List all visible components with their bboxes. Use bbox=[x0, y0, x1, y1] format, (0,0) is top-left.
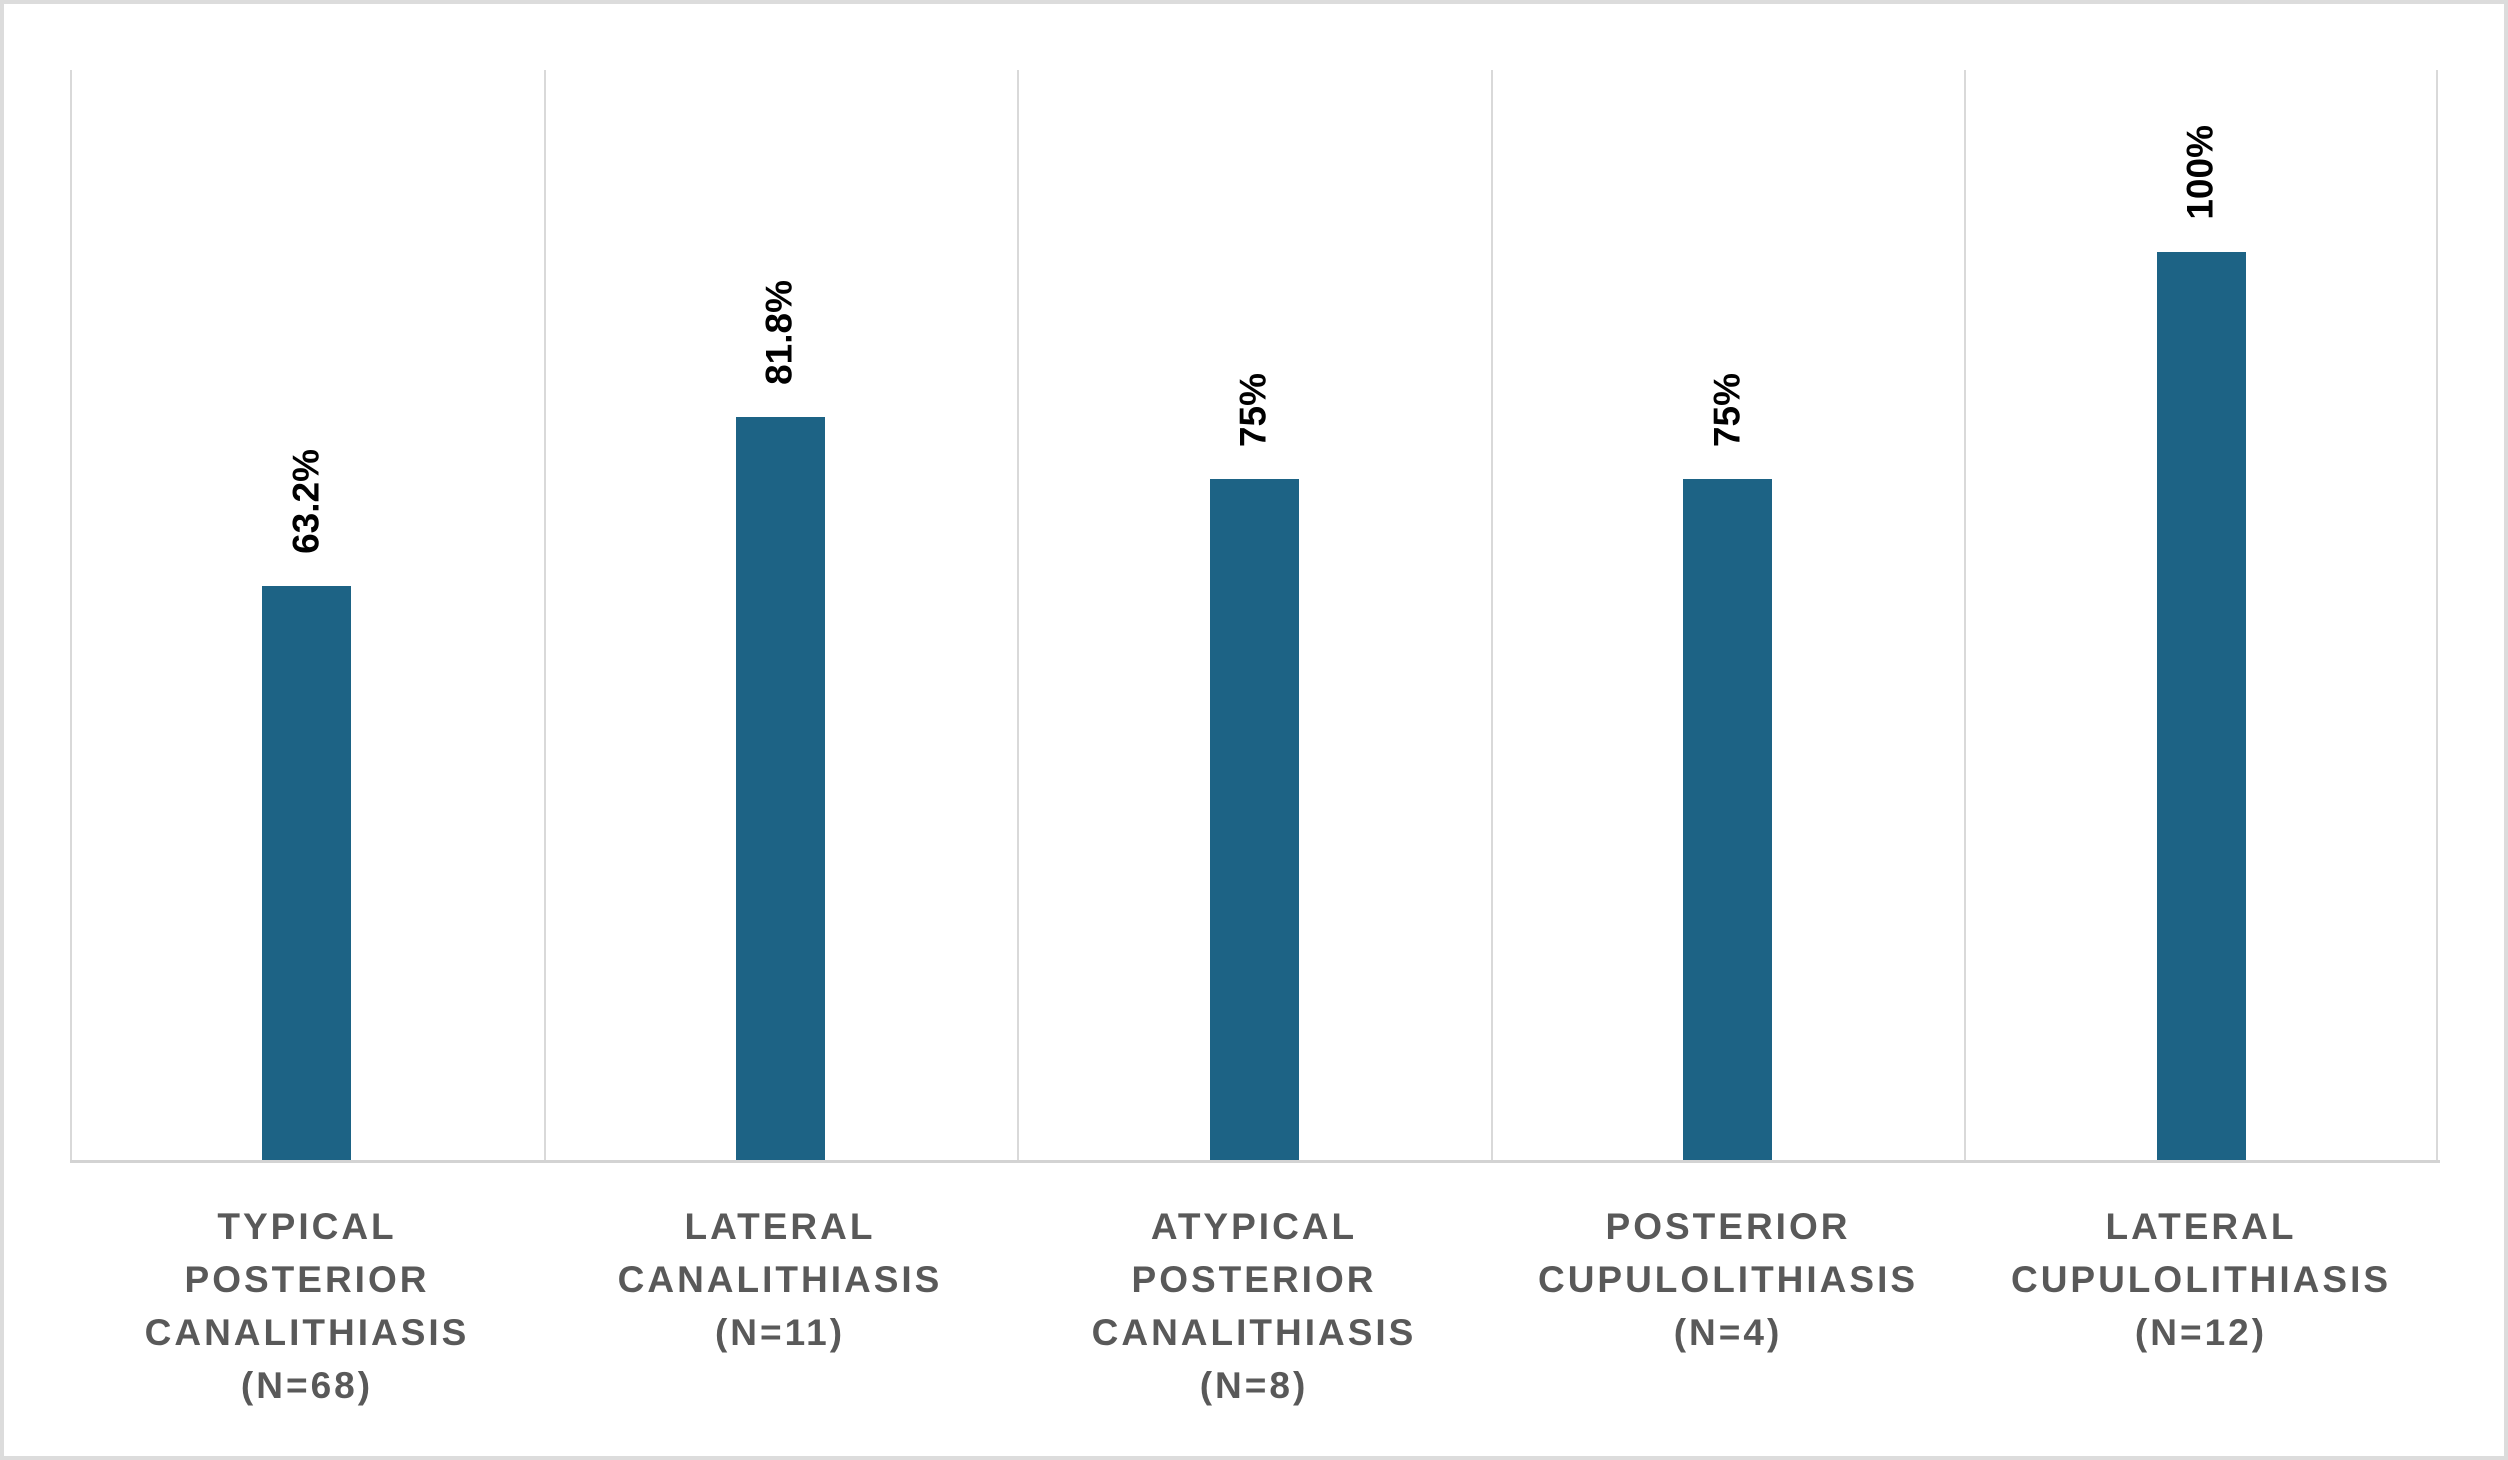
category-label-typical-posterior-canalithiasis-n-68: TYPICAL POSTERIOR CANALITHIASIS (N=68) bbox=[144, 1206, 470, 1406]
value-label-posterior-cupulolithiasis-n-4: 75% bbox=[1706, 372, 1748, 447]
bar-lateral-canalithiasis-n-11 bbox=[736, 417, 825, 1160]
vertical-gridline bbox=[544, 70, 546, 1160]
bar-typical-posterior-canalithiasis-n-68 bbox=[262, 586, 351, 1160]
category-label-lateral-canalithiasis-n-11: LATERAL CANALITHIASIS (N=11) bbox=[617, 1206, 943, 1353]
value-label-atypical-posterior-canalithiasis-n-8: 75% bbox=[1232, 372, 1274, 447]
x-axis-line bbox=[70, 1160, 2440, 1163]
value-label-lateral-cupulolithiasis-n-12: 100% bbox=[2179, 125, 2221, 220]
vertical-gridline bbox=[2436, 70, 2438, 1160]
vertical-gridline bbox=[70, 70, 72, 1160]
plot-area: 63.2% 81.8% 75% 75% 100% bbox=[70, 70, 2438, 1160]
bar-posterior-cupulolithiasis-n-4 bbox=[1683, 479, 1772, 1160]
category-label-posterior-cupulolithiasis-n-4: POSTERIOR CUPULOLITHIASIS (N=4) bbox=[1537, 1206, 1919, 1353]
category-label-lateral-cupulolithiasis-n-12: LATERAL CUPULOLITHIASIS (N=12) bbox=[2010, 1206, 2392, 1353]
vertical-gridline bbox=[1017, 70, 1019, 1160]
vertical-gridline bbox=[1964, 70, 1966, 1160]
bar-lateral-cupulolithiasis-n-12 bbox=[2157, 252, 2246, 1160]
bar-atypical-posterior-canalithiasis-n-8 bbox=[1210, 479, 1299, 1160]
value-label-lateral-canalithiasis-n-11: 81.8% bbox=[758, 280, 800, 385]
value-label-typical-posterior-canalithiasis-n-68: 63.2% bbox=[285, 449, 327, 554]
category-label-atypical-posterior-canalithiasis-n-8: ATYPICAL POSTERIOR CANALITHIASIS (N=8) bbox=[1091, 1206, 1417, 1406]
vertical-gridline bbox=[1491, 70, 1493, 1160]
